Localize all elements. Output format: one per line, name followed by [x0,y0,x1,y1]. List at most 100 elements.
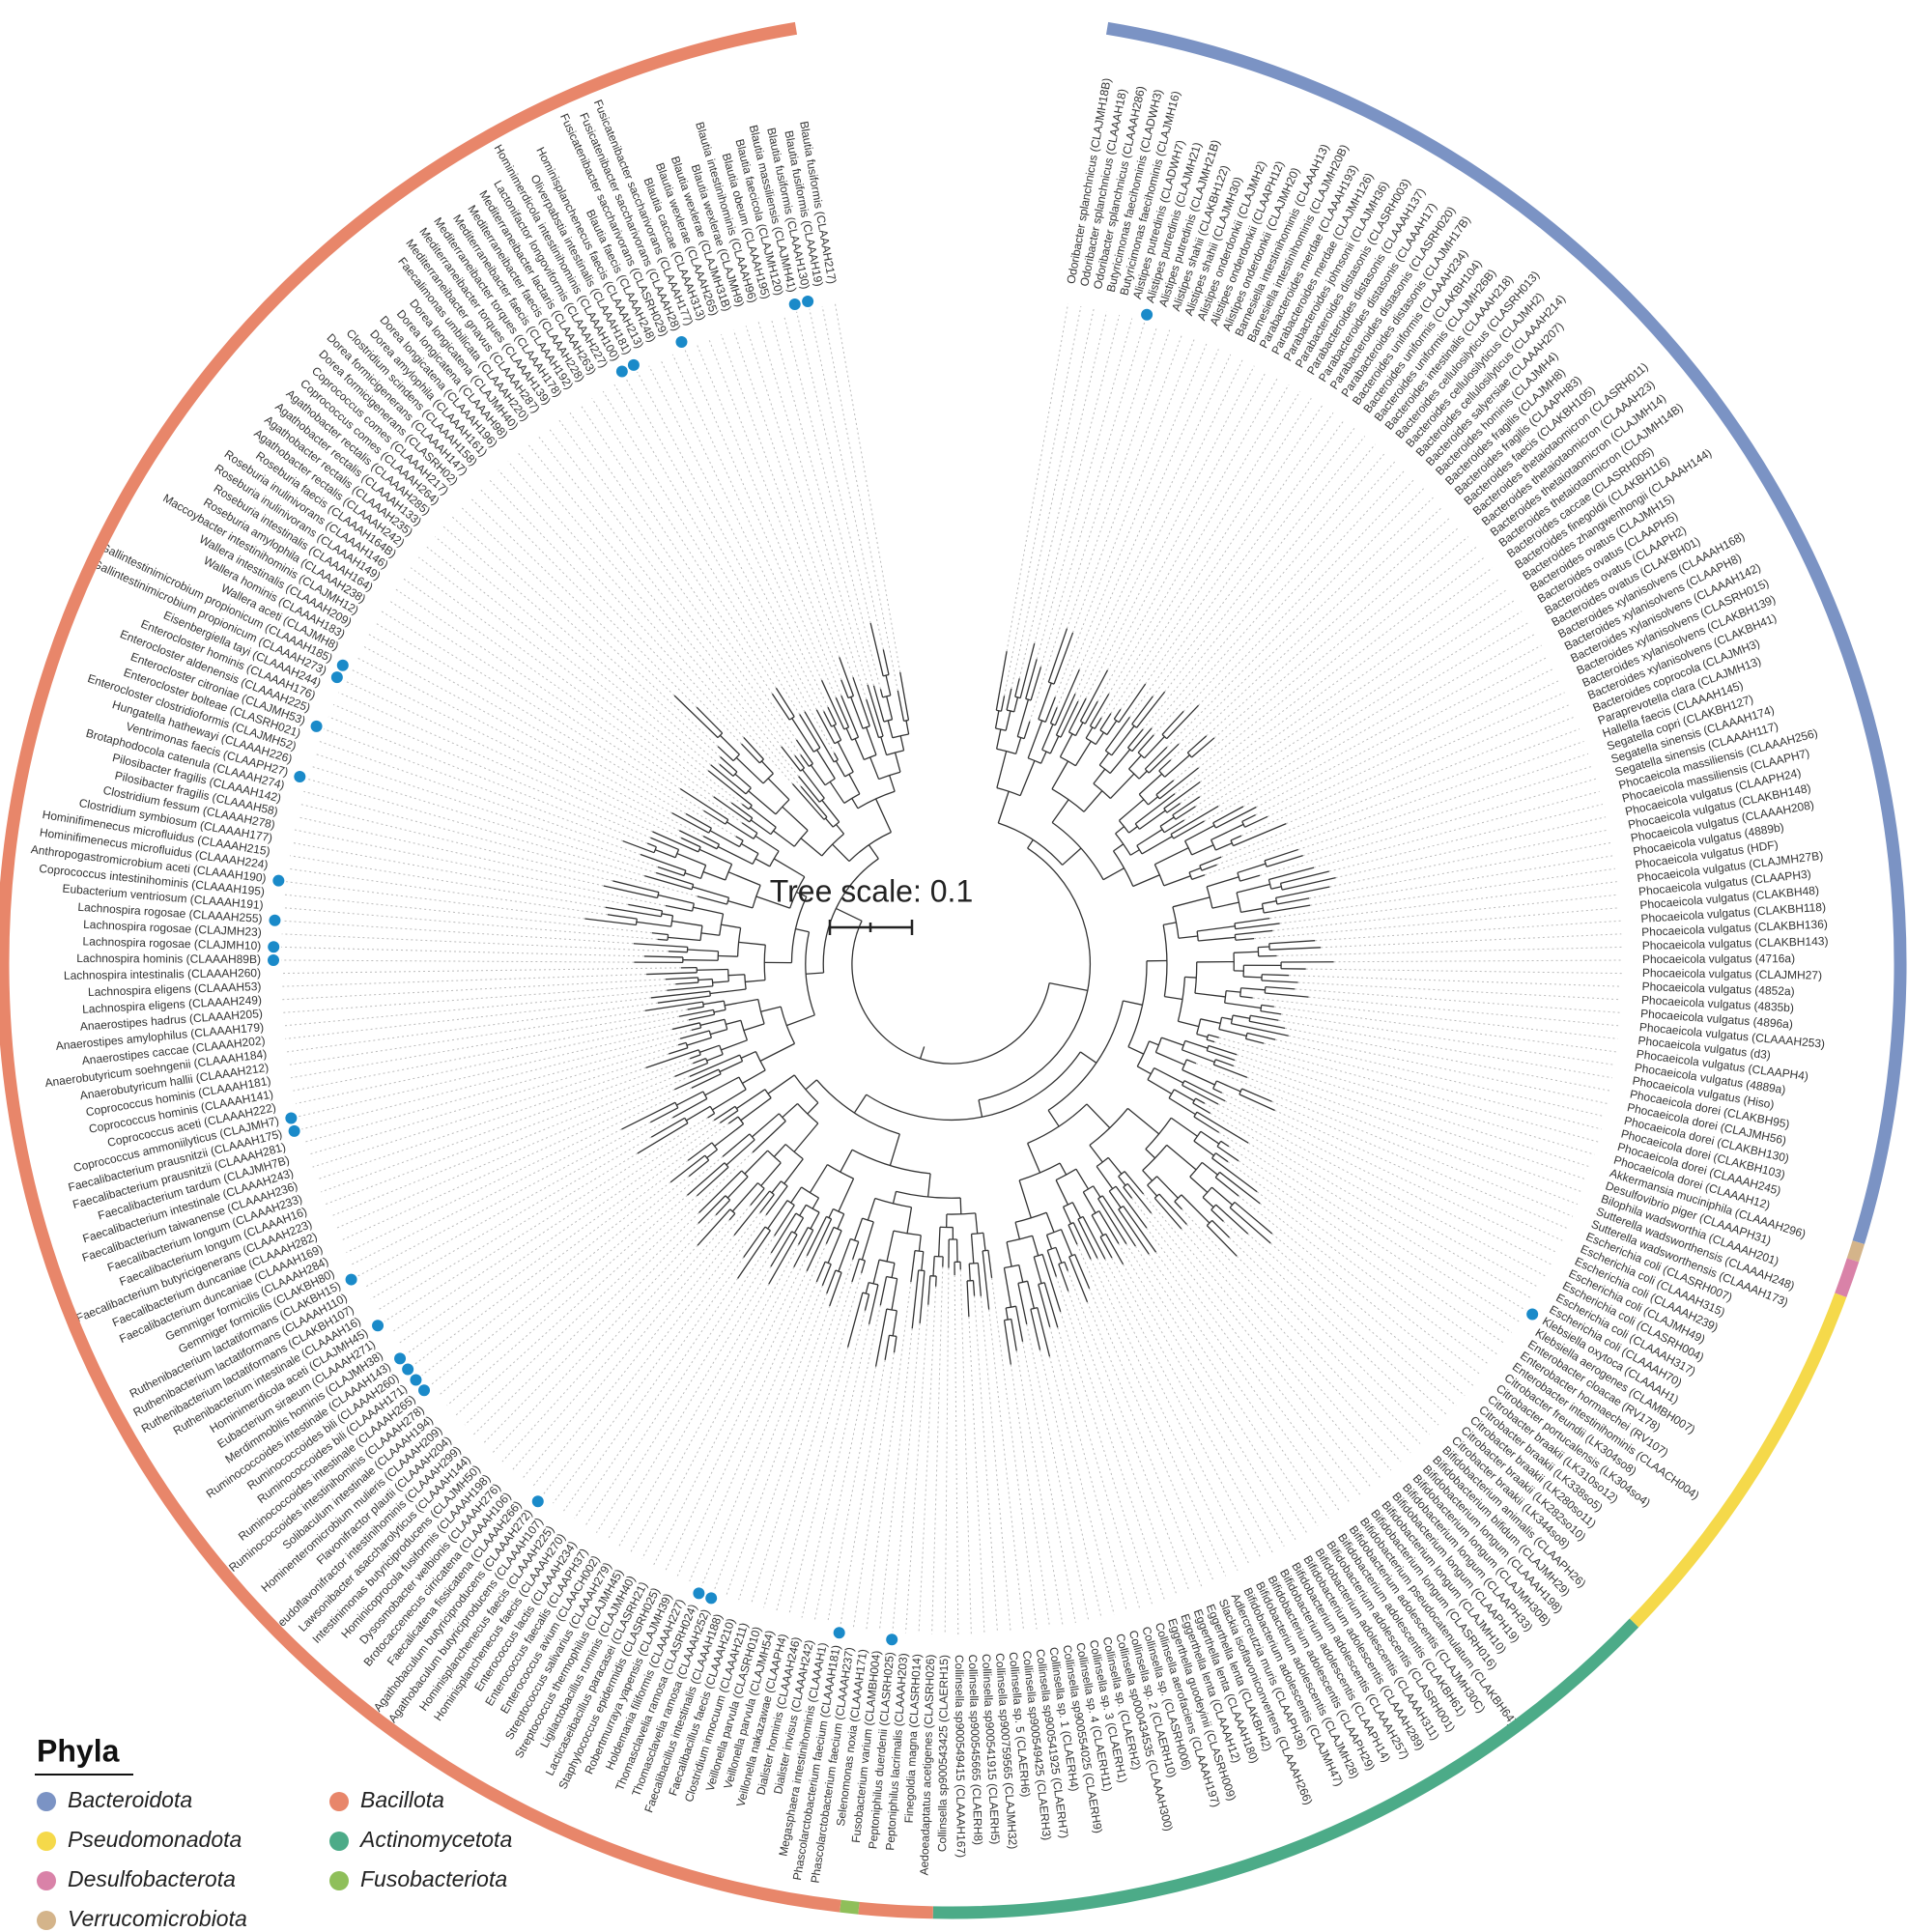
branch [1018,1179,1032,1218]
branch [1184,1039,1209,1049]
branch [1193,1140,1214,1156]
branch-arc [708,1030,713,1038]
branch [644,1001,703,1011]
legend-label: Verrucomicrobiota [68,1906,247,1931]
tip-guide [1034,314,1121,644]
branch [646,842,657,848]
phylum-ring [1835,1258,1860,1298]
leaf-marker [1526,1308,1539,1321]
branch [1211,901,1239,909]
branch [1068,697,1087,733]
tip-guide [325,1063,694,1206]
tip-guide [1153,461,1396,736]
branch [740,1097,772,1122]
branch [1060,1229,1073,1257]
branch [1101,1195,1136,1247]
branch [1045,1211,1055,1233]
tip-guide [1055,1276,1165,1601]
tip-guide [569,412,797,741]
tip-guide [1223,1221,1439,1426]
branch-arc [878,735,884,739]
tip-guide [738,1259,854,1601]
tip-guide [438,1155,724,1397]
branch [691,1027,701,1032]
branch [1053,632,1074,685]
tip-guide [281,979,666,1001]
branch [668,936,701,942]
branch-arc [1083,1185,1094,1193]
tip-guide [1225,1100,1552,1265]
branch [712,1089,747,1111]
tip-guide [1238,1195,1474,1386]
branch [1246,1032,1276,1040]
branch-arc [1206,886,1213,909]
branch [1234,1201,1273,1235]
leaf-label: Phocaeicola vulgatus (CLAKBH143) [1642,934,1829,952]
branch [1189,1176,1209,1193]
branch [905,720,910,735]
branch [1005,710,1011,731]
tip-guide [1210,1112,1533,1300]
branch [1033,1256,1042,1284]
branch-arc [1147,1067,1155,1081]
tip-guide [1151,1212,1372,1488]
branch [1210,1186,1234,1206]
branch [1270,886,1282,890]
branch [782,806,809,832]
tip-guide [1123,1264,1285,1547]
tip-guide [776,1347,849,1612]
tree [281,303,1622,1634]
leaf-label: Phocaeicola vulgatus (4852a) [1641,980,1794,998]
branch-arc [1218,1017,1223,1030]
branch-arc [762,773,774,784]
branch-arc [797,1103,819,1124]
branch-arc [1113,718,1120,724]
branch [810,1211,820,1230]
branch [775,687,795,718]
branch [1206,876,1239,888]
branch [671,920,703,926]
branch [866,726,877,755]
tip-guide [1049,1326,1127,1612]
tip-guide [381,611,704,811]
tip-guide [1096,1258,1250,1566]
tip-guide [696,343,842,696]
tip-guide [1247,1233,1448,1416]
branch-arc [878,771,901,781]
branch [794,754,806,769]
branch [810,764,826,786]
tip-guide [1067,329,1171,629]
branch [1106,720,1118,735]
branch [1184,824,1215,842]
branch [927,1275,931,1305]
branch [1211,1219,1231,1238]
branch [742,1069,766,1085]
branch [748,790,777,815]
tip-guide [613,384,806,712]
tip-guide [1246,1076,1579,1206]
branch-arc [1123,1182,1128,1188]
branch [645,1049,699,1069]
leaf-label: Lachnospira eligens (CLAAAH53) [88,980,262,999]
branch [1235,929,1273,936]
leaf-marker [1141,308,1153,321]
branch-arc [744,974,747,990]
tip-guide [1057,1327,1140,1608]
branch-arc [711,979,714,986]
branch [1210,823,1244,841]
branch [726,821,755,839]
branch [1161,710,1184,735]
branch [1208,1044,1238,1056]
tip-guide [294,829,667,906]
leaf-marker [330,671,343,684]
tip-guide [1022,1341,1076,1624]
branch [1182,1049,1215,1064]
branch [1074,740,1092,767]
branch [633,943,688,948]
branch [1234,918,1270,924]
tip-guide [591,398,777,689]
branch [1138,770,1148,780]
branch [1119,799,1145,821]
branch [891,1263,896,1278]
tip-guide [1142,443,1376,730]
